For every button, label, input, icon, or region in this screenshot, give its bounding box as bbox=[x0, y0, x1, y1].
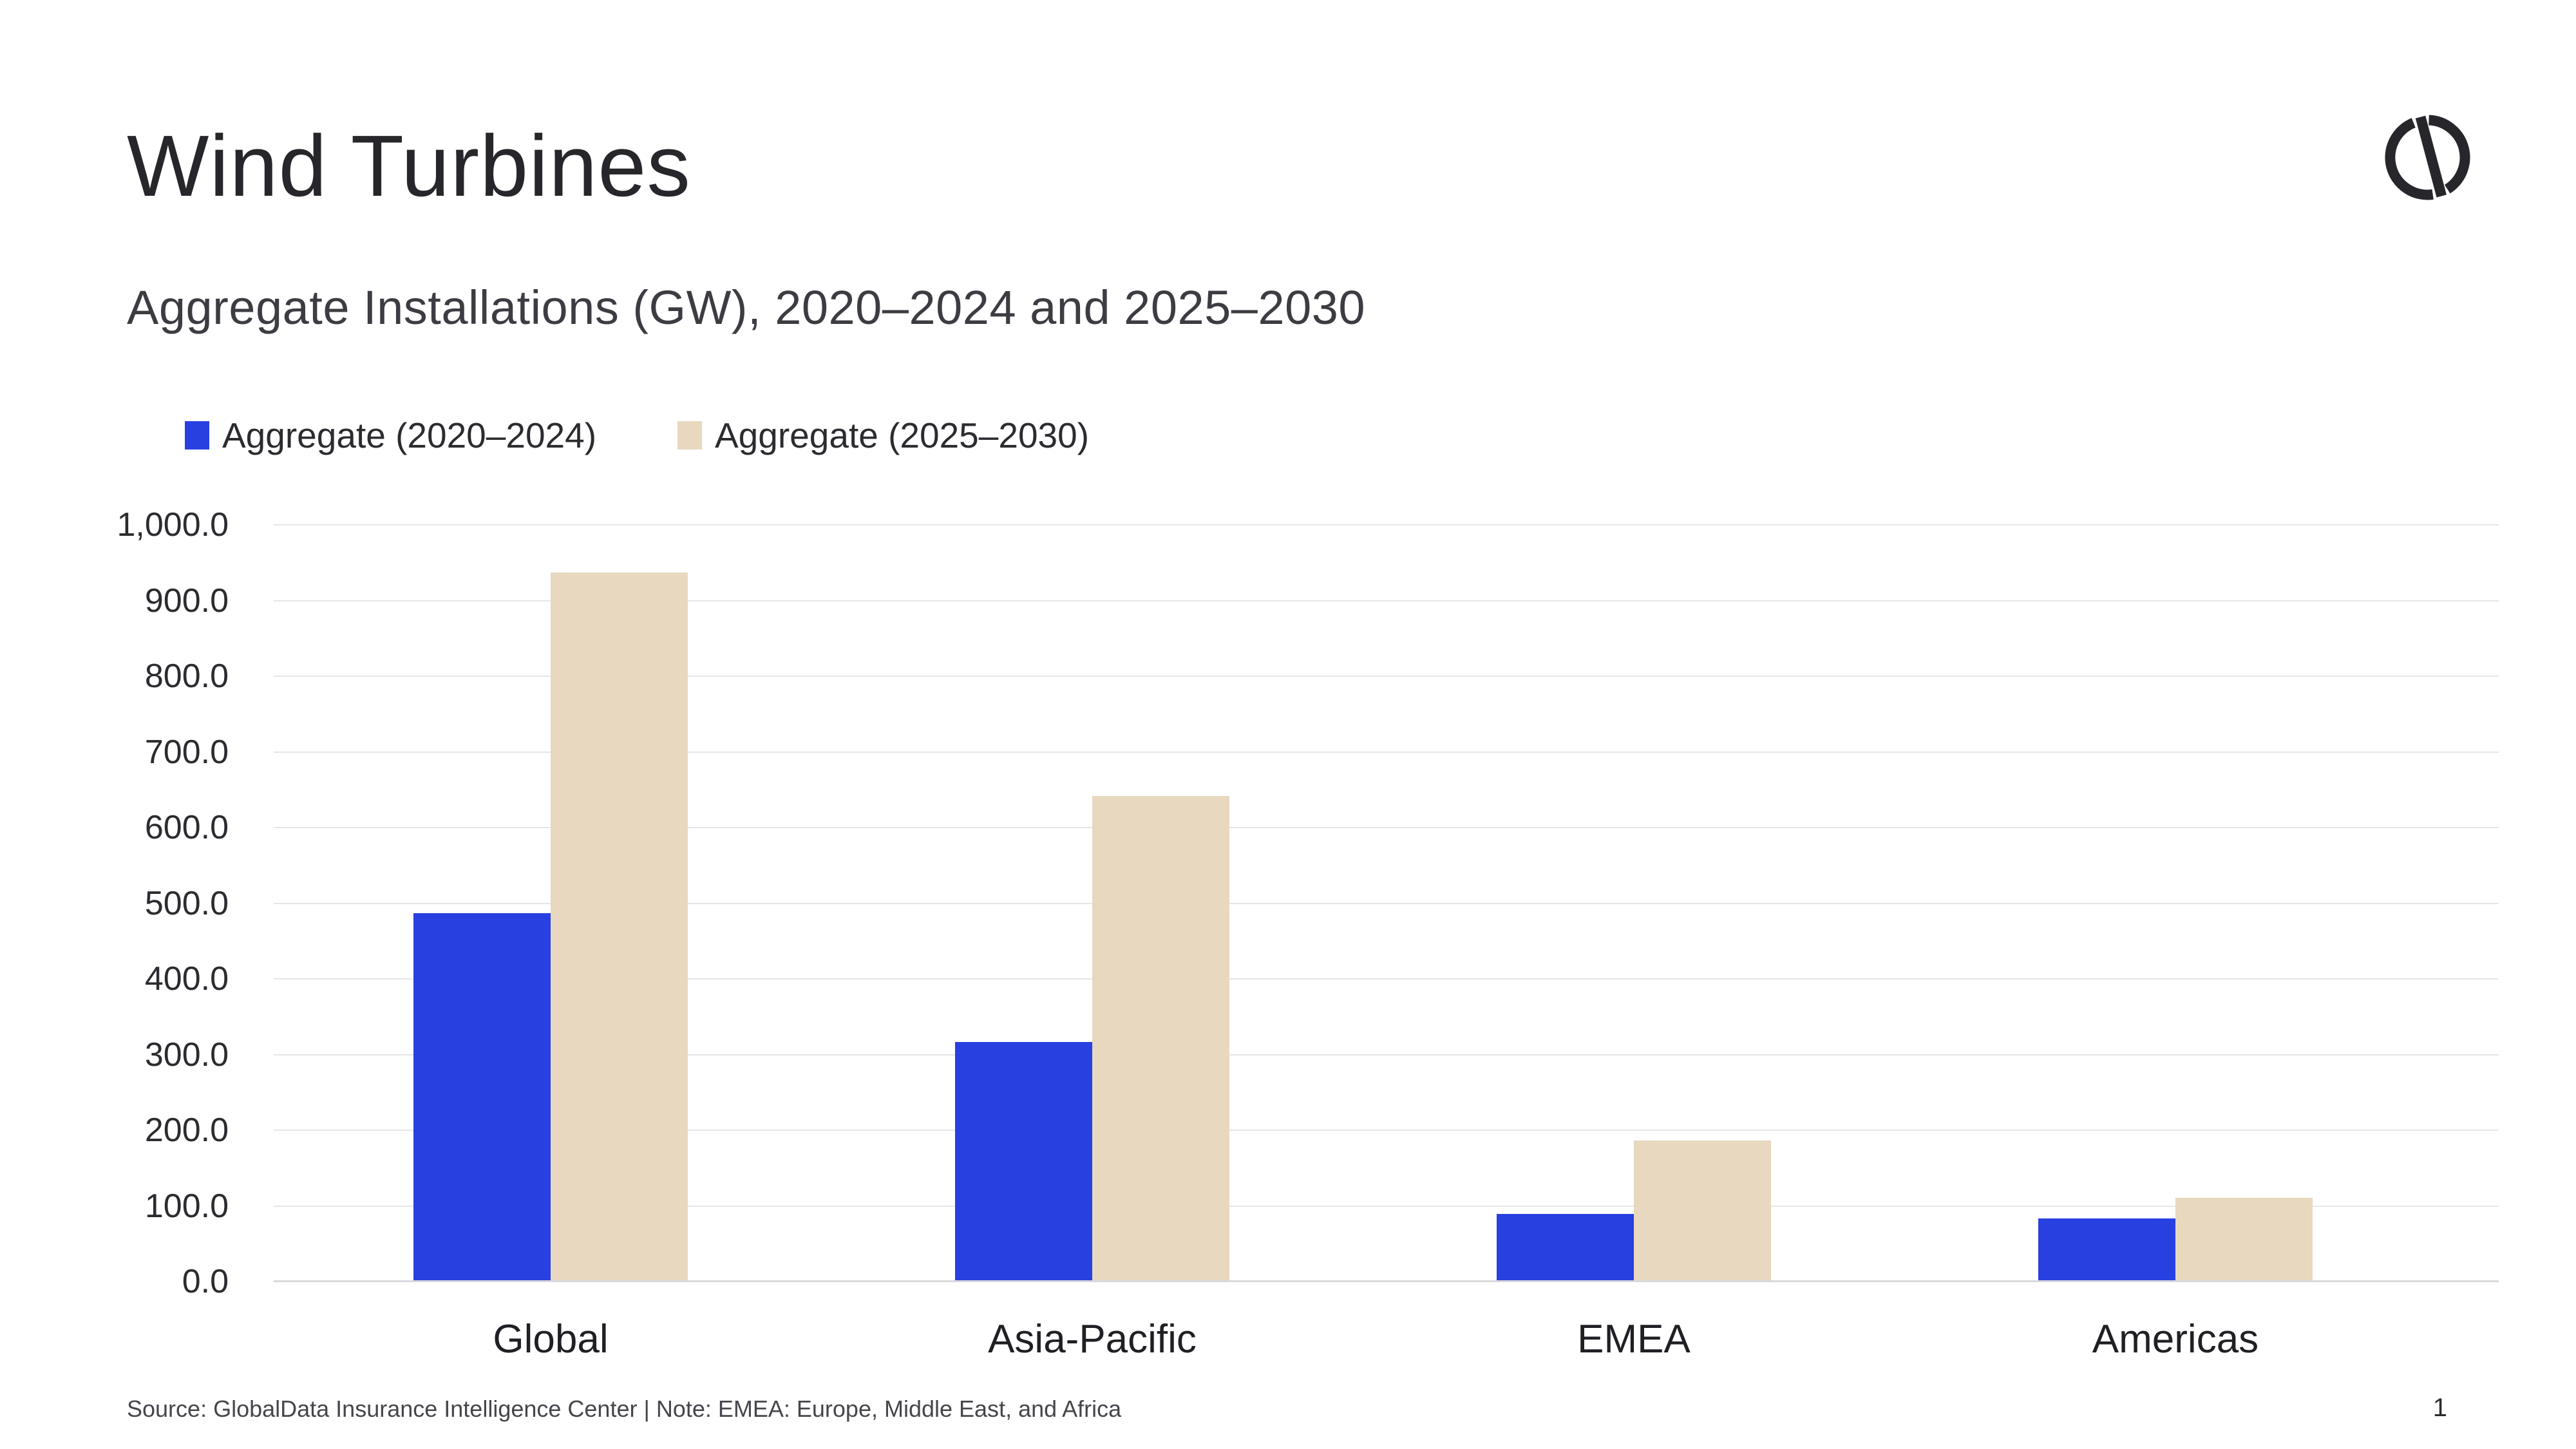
gridline bbox=[274, 676, 2499, 677]
bar-series2-asia-pacific bbox=[1092, 796, 1229, 1280]
gridline bbox=[274, 600, 2499, 601]
legend-item-aggregate-2020-2024: Aggregate (2020–2024) bbox=[185, 415, 597, 455]
legend-swatch-beige bbox=[677, 421, 702, 450]
gridline bbox=[274, 524, 2499, 526]
bar-series1-global bbox=[413, 913, 551, 1280]
bar-series1-asia-pacific bbox=[955, 1041, 1092, 1280]
chart-subtitle: Aggregate Installations (GW), 2020–2024 … bbox=[127, 281, 1366, 334]
globaldata-logo bbox=[2381, 111, 2474, 204]
y-tick-label: 200.0 bbox=[144, 1112, 229, 1149]
gridline bbox=[274, 1054, 2499, 1056]
bar-series1-emea bbox=[1497, 1213, 1634, 1280]
page-title: Wind Turbines bbox=[127, 117, 691, 214]
bar-series1-americas bbox=[2038, 1218, 2175, 1280]
bar-series2-global bbox=[551, 573, 688, 1280]
y-tick-label: 700.0 bbox=[144, 733, 229, 771]
legend-label: Aggregate (2020–2024) bbox=[222, 415, 597, 455]
x-category-label: Americas bbox=[2092, 1317, 2259, 1361]
gridline bbox=[274, 902, 2499, 904]
globaldata-logo-glyph bbox=[2385, 115, 2470, 200]
gridline bbox=[274, 751, 2499, 753]
y-tick-label: 900.0 bbox=[144, 582, 229, 620]
y-tick-label: 600.0 bbox=[144, 809, 229, 846]
x-category-label: Asia-Pacific bbox=[988, 1317, 1197, 1361]
bar-chart: 0.0 100.0 200.0 300.0 400.0 500.0 600.0 700.0 80… bbox=[0, 506, 2576, 1361]
x-axis-line bbox=[274, 1280, 2499, 1282]
gridline bbox=[274, 1205, 2499, 1207]
bar-series2-emea bbox=[1634, 1140, 1771, 1280]
bar-series2-americas bbox=[2175, 1197, 2313, 1280]
gridline bbox=[274, 827, 2499, 828]
legend-item-aggregate-2025-2030: Aggregate (2025–2030) bbox=[677, 415, 1090, 455]
chart-legend: Aggregate (2020–2024) Aggregate (2025–20… bbox=[0, 415, 2576, 456]
legend-swatch-blue bbox=[185, 421, 209, 450]
source-note: Source: GlobalData Insurance Intelligenc… bbox=[127, 1396, 1122, 1422]
x-category-label: Global bbox=[493, 1317, 609, 1361]
y-tick-label: 500.0 bbox=[144, 884, 229, 922]
y-tick-label: 400.0 bbox=[144, 960, 229, 998]
y-tick-label: 300.0 bbox=[144, 1036, 229, 1074]
y-tick-label: 1,000.0 bbox=[117, 506, 229, 544]
y-tick-label: 0.0 bbox=[182, 1263, 229, 1300]
y-tick-label: 100.0 bbox=[144, 1187, 229, 1225]
gridline bbox=[274, 978, 2499, 980]
gridline bbox=[274, 1130, 2499, 1131]
page-number: 1 bbox=[2432, 1394, 2447, 1422]
x-category-label: EMEA bbox=[1577, 1317, 1690, 1361]
y-tick-label: 800.0 bbox=[144, 658, 229, 695]
legend-label: Aggregate (2025–2030) bbox=[715, 415, 1090, 455]
